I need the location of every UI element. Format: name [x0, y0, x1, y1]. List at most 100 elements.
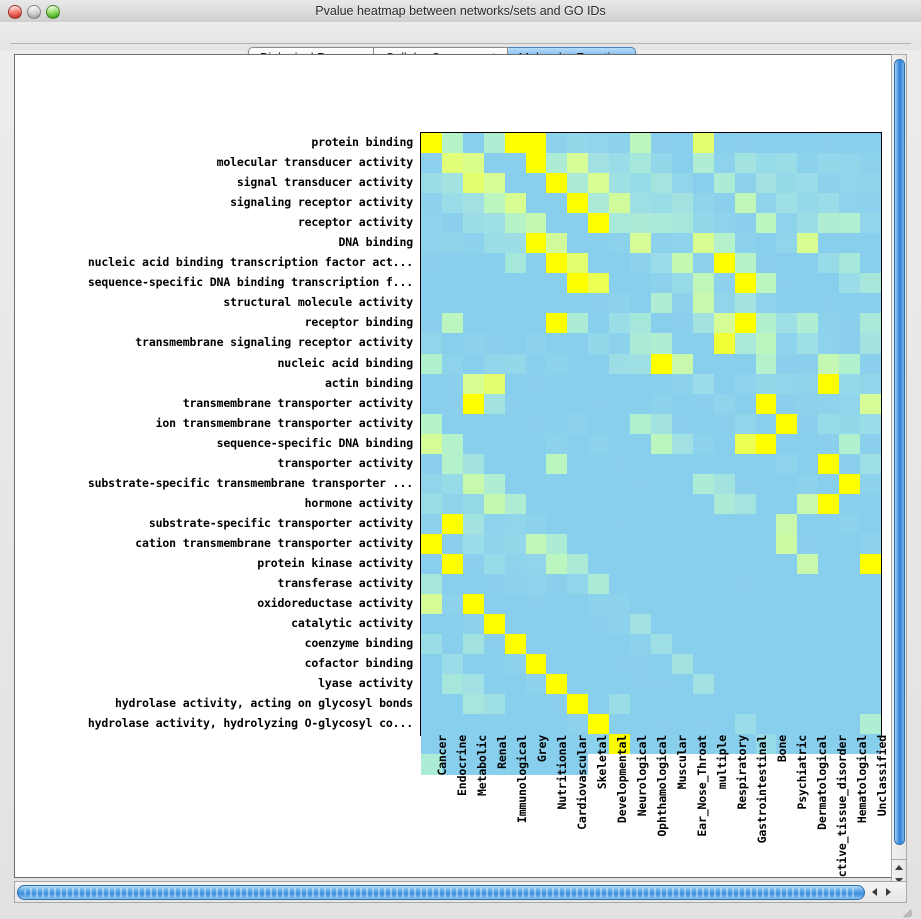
- heatmap-cell[interactable]: [609, 553, 631, 575]
- heatmap-cell[interactable]: [734, 373, 756, 394]
- heatmap-cell[interactable]: [797, 714, 819, 735]
- heatmap-cell[interactable]: [483, 754, 505, 775]
- heatmap-cell[interactable]: [755, 333, 777, 354]
- heatmap-cell[interactable]: [797, 694, 819, 715]
- heatmap-cell[interactable]: [483, 734, 505, 755]
- heatmap-cell[interactable]: [630, 513, 651, 534]
- heatmap-cell[interactable]: [839, 634, 861, 655]
- heatmap-cell[interactable]: [588, 213, 610, 234]
- heatmap-cell[interactable]: [525, 734, 547, 755]
- heatmap-cell[interactable]: [797, 213, 819, 234]
- heatmap-cell[interactable]: [609, 533, 631, 554]
- heatmap-cell[interactable]: [504, 533, 526, 554]
- heatmap-cell[interactable]: [671, 473, 693, 494]
- heatmap-cell[interactable]: [525, 413, 547, 434]
- heatmap-cell[interactable]: [525, 513, 547, 534]
- heatmap-cell[interactable]: [776, 293, 798, 314]
- heatmap-cell[interactable]: [483, 213, 505, 234]
- heatmap-cell[interactable]: [797, 193, 819, 214]
- heatmap-cell[interactable]: [776, 393, 798, 414]
- heatmap-cell[interactable]: [734, 574, 756, 595]
- heatmap-cell[interactable]: [504, 313, 526, 334]
- heatmap-cell[interactable]: [525, 453, 547, 474]
- heatmap-cell[interactable]: [609, 453, 631, 474]
- heatmap-cell[interactable]: [483, 293, 505, 314]
- heatmap-cell[interactable]: [483, 654, 505, 675]
- heatmap-cell[interactable]: [818, 173, 840, 194]
- heatmap-cell[interactable]: [441, 654, 463, 675]
- heatmap-cell[interactable]: [839, 353, 861, 374]
- heatmap-cell[interactable]: [546, 273, 568, 294]
- heatmap-cell[interactable]: [839, 574, 861, 595]
- heatmap-cell[interactable]: [650, 513, 672, 534]
- heatmap-cell[interactable]: [504, 353, 526, 374]
- heatmap-cell[interactable]: [755, 533, 777, 554]
- heatmap-cell[interactable]: [650, 273, 672, 294]
- heatmap-cell[interactable]: [755, 393, 777, 414]
- heatmap-cell[interactable]: [462, 714, 484, 735]
- heatmap-cell[interactable]: [818, 734, 840, 755]
- heatmap-cell[interactable]: [713, 413, 735, 434]
- heatmap-cell[interactable]: [483, 313, 505, 334]
- heatmap-cell[interactable]: [504, 253, 526, 274]
- heatmap-cell[interactable]: [860, 654, 881, 675]
- heatmap-cell[interactable]: [567, 754, 589, 775]
- heatmap-cell[interactable]: [860, 694, 881, 715]
- heatmap-cell[interactable]: [734, 133, 756, 154]
- heatmap-cell[interactable]: [462, 674, 484, 695]
- heatmap-cell[interactable]: [755, 634, 777, 655]
- heatmap-cell[interactable]: [441, 273, 463, 294]
- heatmap-cell[interactable]: [734, 614, 756, 635]
- heatmap-cell[interactable]: [755, 614, 777, 635]
- heatmap-cell[interactable]: [755, 153, 777, 174]
- heatmap-cell[interactable]: [421, 353, 442, 374]
- heatmap-cell[interactable]: [504, 634, 526, 655]
- heatmap-cell[interactable]: [692, 293, 714, 314]
- heatmap-cell[interactable]: [671, 293, 693, 314]
- horizontal-scrollbar-arrows[interactable]: [868, 883, 902, 901]
- heatmap-cell[interactable]: [860, 293, 881, 314]
- heatmap-cell[interactable]: [650, 133, 672, 154]
- heatmap-cell[interactable]: [734, 333, 756, 354]
- heatmap-cell[interactable]: [588, 333, 610, 354]
- heatmap-cell[interactable]: [588, 734, 610, 755]
- heatmap-cell[interactable]: [609, 233, 631, 254]
- heatmap-cell[interactable]: [609, 273, 631, 294]
- heatmap-cell[interactable]: [818, 614, 840, 635]
- heatmap-cell[interactable]: [609, 313, 631, 334]
- heatmap-cell[interactable]: [671, 654, 693, 675]
- heatmap-cell[interactable]: [567, 473, 589, 494]
- heatmap-cell[interactable]: [671, 714, 693, 735]
- heatmap-cell[interactable]: [755, 493, 777, 514]
- heatmap-cell[interactable]: [713, 313, 735, 334]
- heatmap-cell[interactable]: [839, 333, 861, 354]
- heatmap-cell[interactable]: [462, 553, 484, 575]
- heatmap-cell[interactable]: [421, 133, 442, 154]
- heatmap-cell[interactable]: [504, 373, 526, 394]
- heatmap-cell[interactable]: [630, 233, 651, 254]
- heatmap-cell[interactable]: [462, 734, 484, 755]
- heatmap-cell[interactable]: [504, 193, 526, 214]
- heatmap-cell[interactable]: [692, 333, 714, 354]
- heatmap-cell[interactable]: [483, 233, 505, 254]
- heatmap-cell[interactable]: [713, 173, 735, 194]
- heatmap-cell[interactable]: [567, 714, 589, 735]
- heatmap-cell[interactable]: [441, 133, 463, 154]
- heatmap-cell[interactable]: [441, 634, 463, 655]
- heatmap-cell[interactable]: [441, 153, 463, 174]
- heatmap-cell[interactable]: [441, 614, 463, 635]
- heatmap-cell[interactable]: [462, 533, 484, 554]
- heatmap-cell[interactable]: [650, 313, 672, 334]
- heatmap-cell[interactable]: [776, 153, 798, 174]
- heatmap-cell[interactable]: [839, 153, 861, 174]
- heatmap-cell[interactable]: [546, 313, 568, 334]
- heatmap-cell[interactable]: [483, 353, 505, 374]
- heatmap-cell[interactable]: [797, 333, 819, 354]
- heatmap-cell[interactable]: [692, 533, 714, 554]
- heatmap-cell[interactable]: [462, 473, 484, 494]
- heatmap-cell[interactable]: [692, 193, 714, 214]
- heatmap-cell[interactable]: [630, 373, 651, 394]
- heatmap-cell[interactable]: [671, 694, 693, 715]
- heatmap-cell[interactable]: [630, 473, 651, 494]
- heatmap-cell[interactable]: [734, 473, 756, 494]
